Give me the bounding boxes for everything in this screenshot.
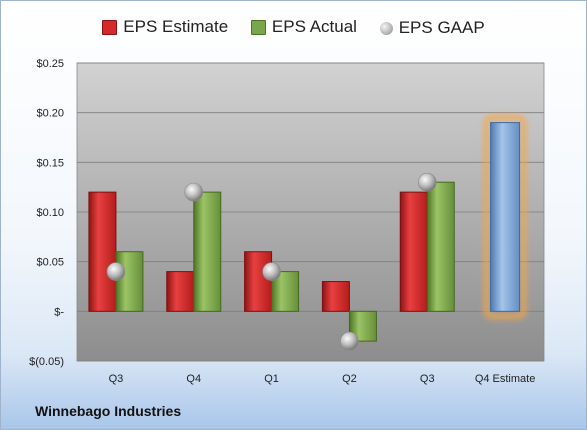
gaap-marker-layer [106,172,437,351]
y-tick-label: $- [54,306,64,318]
x-axis-ticks: Q3 Q4 Q1 Q2 Q3 Q4 Estimate [109,373,536,385]
x-tick-label: Q4 [186,373,201,385]
estimate-bar [321,281,350,312]
q4-estimate-highlight [483,114,527,320]
gaap-marker [262,262,281,281]
legend-label-gaap: EPS GAAP [398,18,485,37]
gaap-marker [106,262,126,281]
y-tick-label: $0.25 [36,58,64,70]
estimate-bar [399,191,428,312]
x-tick-label: Q4 Estimate [475,373,536,385]
y-tick-label: $0.10 [36,207,64,219]
actual-bar [193,191,222,312]
legend-item-actual: EPS Actual [250,17,357,37]
x-tick-label: Q3 [420,373,435,385]
y-axis-ticks: $0.25 $0.20 $0.15 $0.10 $0.05 $- $(0.05) [29,58,64,368]
gaap-marker [417,172,437,192]
legend-swatch-estimate [102,19,118,35]
x-tick-label: Q2 [342,373,357,385]
gaap-marker [340,331,359,351]
legend-swatch-actual [250,19,266,35]
y-tick-label: $(0.05) [29,356,64,368]
legend-label-estimate: EPS Estimate [123,17,229,36]
company-name: Winnebago Industries [35,403,182,419]
estimate-bar [244,251,273,312]
bar-layer [88,114,527,342]
legend-swatch-gaap [379,21,393,35]
actual-bar [115,251,144,312]
y-tick-label: $0.05 [36,257,64,269]
estimate-bar [88,191,117,312]
gaap-marker [184,182,204,202]
estimate-bar [166,271,195,312]
legend: EPS Estimate EPS Actual EPS GAAP [1,17,586,40]
x-tick-label: Q1 [264,373,279,385]
legend-item-estimate: EPS Estimate [102,17,228,37]
grid-layer [77,62,544,362]
legend-item-gaap: EPS GAAP [379,18,485,38]
y-tick-label: $0.20 [36,108,64,120]
eps-chart: $0.25$0.20$0.15$0.10$0.05$-$(0.05) Q3 Q4 Q… [29,58,545,385]
y-tick-label: $0.15 [36,157,64,169]
actual-bar [348,310,377,342]
q4-estimate-bar [490,122,521,312]
actual-bar [426,181,455,312]
x-tick-label: Q3 [109,373,124,385]
legend-label-actual: EPS Actual [271,17,357,36]
